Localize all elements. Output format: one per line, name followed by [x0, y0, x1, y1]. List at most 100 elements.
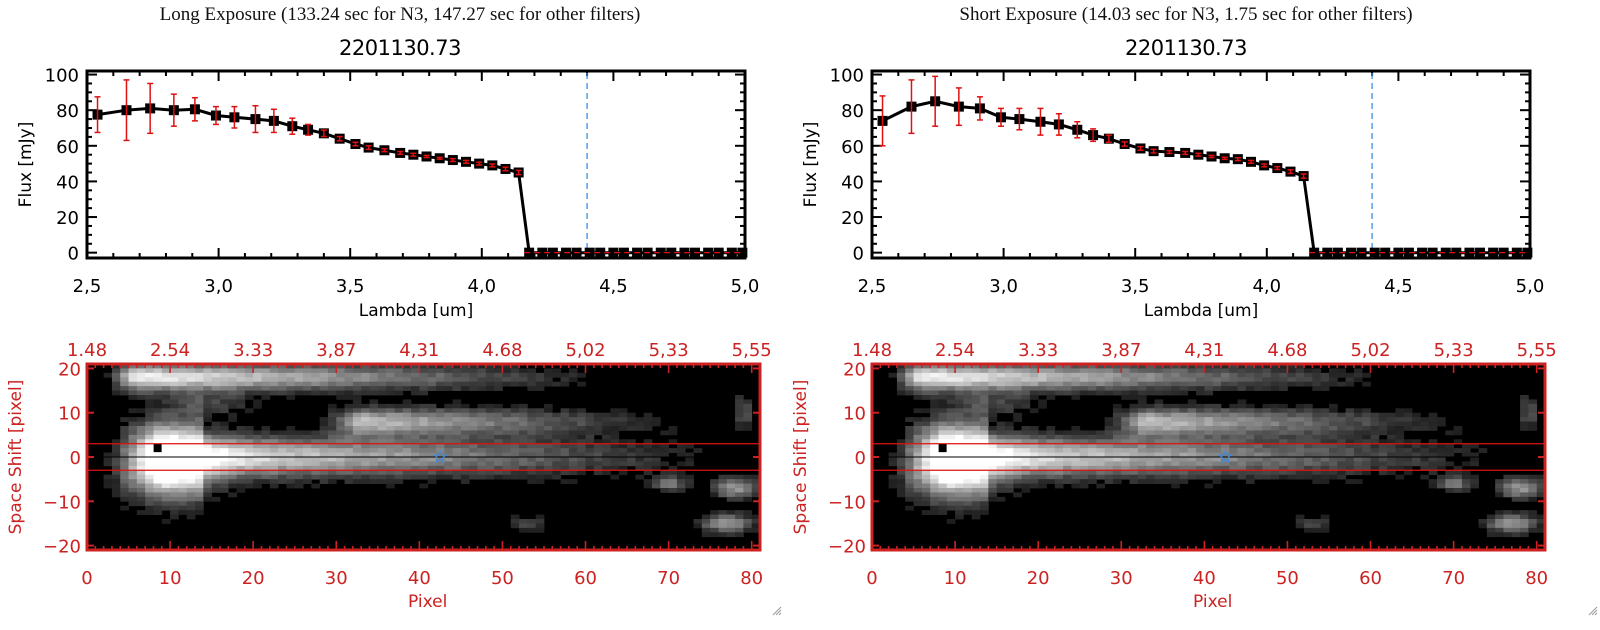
- image-pixel: [502, 434, 512, 440]
- image-pixel: [1245, 474, 1255, 480]
- image-pixel: [195, 488, 204, 493]
- image-pixel: [1387, 465, 1396, 471]
- image-pixel: [1262, 403, 1272, 409]
- image-pixel: [568, 368, 578, 374]
- image-pixel: [1146, 479, 1155, 484]
- image-pixel: [1287, 434, 1297, 440]
- image-pixel: [1520, 421, 1529, 427]
- image-pixel: [1453, 465, 1463, 471]
- image-pixel: [253, 386, 262, 391]
- image-pixel: [1511, 523, 1521, 529]
- image-pixel: [1403, 461, 1413, 467]
- resize-grip-icon[interactable]: [770, 604, 782, 616]
- image-pixel: [527, 479, 537, 484]
- image-pixel: [1453, 488, 1463, 493]
- image-pixel: [913, 381, 923, 387]
- image-pixel: [1063, 381, 1072, 387]
- image-pixel: [1536, 479, 1546, 484]
- image-pixel: [980, 386, 989, 391]
- image-pixel: [955, 390, 964, 396]
- image-pixel: [1079, 465, 1089, 471]
- image-pixel: [543, 372, 553, 378]
- image-pixel: [452, 470, 462, 476]
- image-pixel: [128, 390, 138, 396]
- image-pixel: [668, 465, 678, 471]
- image-pixel: [963, 448, 973, 453]
- image-pixel: [444, 408, 453, 414]
- image-pixel: [319, 461, 329, 467]
- image-pixel: [1112, 448, 1122, 453]
- image-pixel: [1220, 470, 1230, 476]
- peak-marker: [153, 444, 162, 453]
- image-pixel: [161, 439, 171, 445]
- image-pixel: [560, 470, 570, 476]
- image-pixel: [1154, 421, 1164, 427]
- image-pixel: [921, 465, 931, 471]
- image-pixel: [946, 417, 956, 422]
- image-pixel: [1536, 514, 1546, 520]
- image-pixel: [1121, 430, 1130, 436]
- image-pixel: [377, 368, 387, 374]
- image-pixel: [1013, 452, 1022, 458]
- image-pixel: [195, 492, 204, 498]
- wavelength-tick-label: 5,02: [1350, 340, 1390, 361]
- image-pixel: [552, 461, 561, 467]
- image-pixel: [955, 372, 964, 378]
- image-pixel: [660, 448, 670, 453]
- image-pixel: [1237, 443, 1247, 449]
- image-pixel: [1470, 461, 1479, 467]
- image-pixel: [236, 390, 246, 396]
- image-pixel: [676, 470, 686, 476]
- image-pixel: [145, 457, 154, 462]
- image-pixel: [145, 426, 154, 431]
- image-pixel: [170, 390, 179, 396]
- image-pixel: [1013, 461, 1022, 467]
- image-pixel: [344, 377, 354, 383]
- image-pixel: [211, 479, 221, 484]
- image-pixel: [618, 408, 628, 414]
- image-pixel: [186, 421, 196, 427]
- image-pixel: [963, 457, 973, 462]
- image-pixel: [161, 496, 171, 502]
- image-pixel: [1445, 448, 1455, 453]
- image-pixel: [1445, 443, 1455, 449]
- image-x-axis-label: Pixel: [408, 592, 447, 612]
- image-pixel: [1171, 364, 1180, 369]
- image-pixel: [560, 377, 570, 383]
- image-pixel: [913, 448, 923, 453]
- image-pixel: [1112, 461, 1122, 467]
- image-pixel: [1046, 465, 1056, 471]
- image-pixel: [303, 430, 312, 436]
- image-pixel: [1353, 465, 1363, 471]
- image-pixel: [1146, 434, 1155, 440]
- image-pixel: [1071, 426, 1081, 431]
- image-pixel: [1345, 381, 1355, 387]
- image-pixel: [311, 377, 321, 383]
- image-pixel: [1187, 386, 1197, 391]
- image-pixel: [228, 377, 237, 383]
- image-pixel: [1270, 412, 1280, 418]
- image-pixel: [1387, 452, 1396, 458]
- image-pixel: [1154, 381, 1164, 387]
- image-pixel: [153, 408, 163, 414]
- image-pixel: [1420, 452, 1430, 458]
- image-pixel: [203, 492, 213, 498]
- image-pixel: [921, 377, 931, 383]
- image-pixel: [361, 470, 370, 476]
- image-pixel: [161, 372, 171, 378]
- image-pixel: [1013, 434, 1022, 440]
- image-pixel: [1320, 412, 1330, 418]
- data-point: [1380, 247, 1391, 258]
- image-pixel: [1304, 368, 1313, 374]
- image-pixel: [494, 364, 503, 369]
- image-pixel: [1079, 386, 1089, 391]
- image-pixel: [735, 395, 744, 400]
- image-pixel: [1004, 465, 1014, 471]
- image-pixel: [244, 368, 254, 374]
- image-pixel: [344, 434, 354, 440]
- image-pixel: [718, 483, 728, 489]
- resize-grip-icon[interactable]: [1586, 604, 1598, 616]
- image-pixel: [145, 390, 154, 396]
- image-pixel: [938, 364, 948, 369]
- image-pixel: [1204, 457, 1214, 462]
